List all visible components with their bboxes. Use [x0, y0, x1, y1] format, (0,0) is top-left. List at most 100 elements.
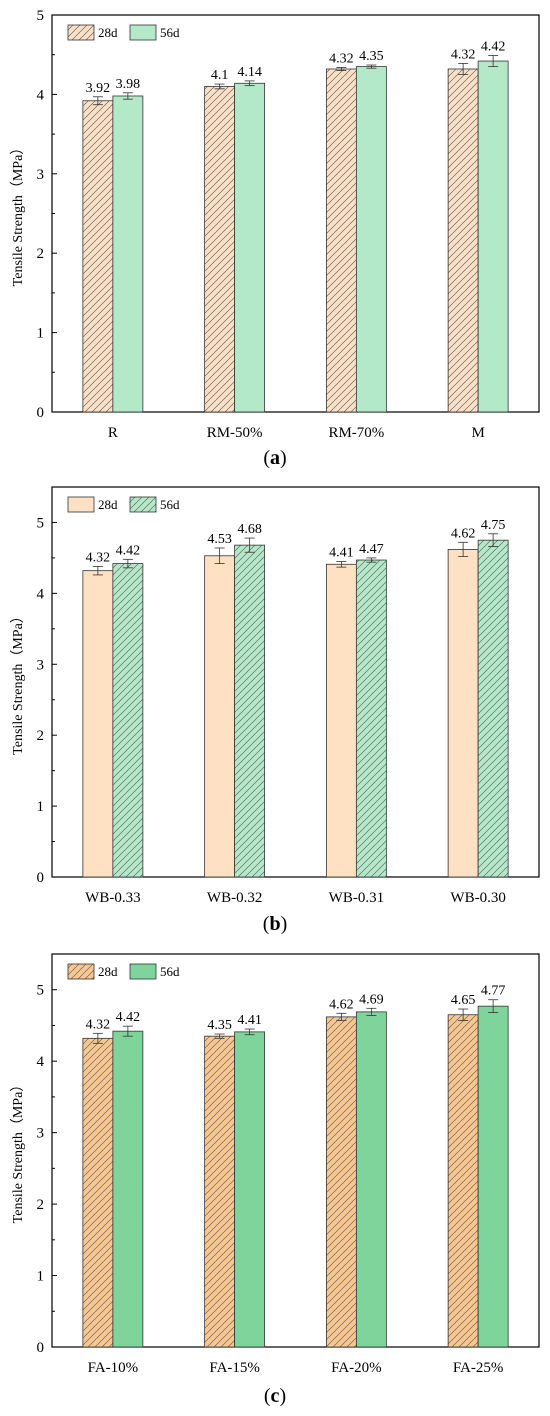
bar-a-28d: [82, 100, 114, 413]
bar-b-28d: [82, 570, 114, 878]
data-label-b: 4.75: [481, 518, 506, 533]
data-label-b: 4.42: [116, 543, 141, 558]
y-tick-label-b: 3: [37, 657, 45, 673]
chart-a-svg: 0 1 2 3 4 5 Tensile Strength（MPa） R 3.92 3.98 RM-5…: [10, 8, 540, 441]
x-tick-label-b: WB-0.33: [85, 890, 140, 906]
y-tick-label-c: 4: [37, 1054, 45, 1070]
caption-a-letter: a: [270, 447, 280, 469]
bar-b-28d: [204, 555, 236, 878]
data-label-c: 4.41: [237, 1013, 262, 1028]
y-tick-label-b: 1: [37, 799, 45, 815]
y-tick-label-a: 0: [37, 405, 45, 421]
data-label-c: 4.77: [481, 984, 506, 999]
x-tick-label-a: R: [108, 425, 118, 441]
data-label-c: 4.65: [451, 993, 476, 1008]
bar-a-56d: [477, 60, 509, 413]
x-tick-label-a: RM-70%: [328, 425, 384, 441]
legend-label-a-28d: 28d: [98, 25, 118, 40]
data-label-a: 4.32: [451, 47, 476, 62]
data-label-a: 3.98: [116, 77, 141, 92]
bar-b-56d: [355, 559, 387, 878]
caption-b-close: ): [280, 913, 288, 935]
chart-b-svg: 0 1 2 3 4 5 Tensile Strength（MPa） WB-0.33 4.32 4.…: [10, 486, 540, 906]
legend-swatch-c-56d: [129, 963, 157, 980]
legend-label-b-28d: 28d: [98, 497, 118, 512]
data-label-b: 4.68: [237, 522, 262, 537]
legend-swatch-a-56d: [129, 24, 157, 41]
y-tick-label-a: 1: [37, 326, 45, 342]
bar-c-28d: [82, 1037, 114, 1348]
bar-a-56d: [112, 95, 144, 413]
data-label-a: 3.92: [86, 81, 111, 96]
caption-b-open: (: [262, 913, 270, 935]
x-tick-label-b: WB-0.32: [207, 890, 262, 906]
x-tick-label-c: FA-25%: [453, 1360, 504, 1376]
chart-panel-b: 0 1 2 3 4 5 Tensile Strength（MPa） WB-0.33 4.32 4.…: [0, 478, 550, 910]
data-label-c: 4.69: [359, 992, 384, 1007]
legend-label-c-56d: 56d: [160, 964, 180, 979]
legend-label-b-56d: 56d: [160, 497, 180, 512]
y-tick-label-b: 4: [37, 586, 45, 602]
x-tick-label-a: RM-50%: [207, 425, 263, 441]
caption-c: (c): [0, 1385, 550, 1408]
chart-c-svg: 0 1 2 3 4 5 Tensile Strength（MPa） FA-10% 4.32 4.4…: [10, 953, 540, 1376]
caption-c-close: ): [279, 1385, 287, 1407]
y-tick-label-a: 5: [37, 8, 45, 24]
data-label-b: 4.53: [207, 532, 232, 547]
bar-a-28d: [325, 68, 357, 413]
chart-panel-c: 0 1 2 3 4 5 Tensile Strength（MPa） FA-10% 4.32 4.4…: [0, 945, 550, 1383]
y-tick-label-c: 1: [37, 1269, 45, 1285]
data-label-a: 4.32: [329, 51, 354, 66]
bar-b-28d: [325, 563, 357, 878]
legend-swatch-b-56d: [129, 496, 157, 513]
data-label-c: 4.35: [207, 1018, 232, 1033]
bar-b-56d: [234, 544, 266, 878]
bar-b-56d: [477, 539, 509, 878]
data-label-a: 4.14: [237, 65, 262, 80]
caption-a: (a): [0, 447, 550, 470]
legend-swatch-a-28d: [67, 24, 95, 41]
y-tick-label-a: 3: [37, 167, 45, 183]
y-tick-label-a: 4: [37, 87, 45, 103]
x-tick-label-c: FA-15%: [209, 1360, 260, 1376]
caption-c-open: (: [263, 1385, 271, 1407]
x-tick-label-b: WB-0.30: [450, 890, 505, 906]
data-label-a: 4.35: [359, 49, 384, 64]
bar-a-28d: [204, 86, 236, 413]
y-axis-label-b: Tensile Strength（MPa）: [10, 609, 26, 755]
caption-c-letter: c: [270, 1385, 280, 1407]
y-tick-label-c: 2: [37, 1197, 45, 1213]
data-label-c: 4.62: [329, 997, 354, 1012]
bar-c-28d: [204, 1035, 236, 1348]
x-tick-label-a: M: [471, 425, 484, 441]
bar-c-56d: [477, 1005, 509, 1348]
data-label-b: 4.62: [451, 526, 476, 541]
plot-frame-c: [51, 953, 540, 1348]
caption-b-letter: b: [269, 913, 281, 935]
data-label-b: 4.41: [329, 545, 354, 560]
legend-label-a-56d: 56d: [160, 25, 180, 40]
data-label-b: 4.32: [86, 550, 111, 565]
bar-a-56d: [355, 66, 387, 413]
y-tick-label-b: 5: [37, 515, 45, 531]
bar-a-56d: [234, 82, 266, 413]
data-label-c: 4.32: [86, 1017, 111, 1032]
x-tick-label-b: WB-0.31: [329, 890, 384, 906]
caption-a-open: (: [263, 447, 270, 469]
caption-a-close: ): [280, 447, 287, 469]
data-label-a: 4.42: [481, 39, 506, 54]
plot-frame-b: [51, 486, 540, 878]
bar-c-28d: [447, 1014, 479, 1348]
bar-c-28d: [325, 1016, 357, 1348]
legend-swatch-c-28d: [67, 963, 95, 980]
bar-c-56d: [234, 1031, 266, 1348]
bar-a-28d: [447, 68, 479, 413]
caption-b: (b): [0, 913, 550, 936]
y-tick-label-b: 0: [37, 870, 45, 886]
legend-swatch-b-28d: [67, 496, 95, 513]
x-tick-label-c: FA-20%: [331, 1360, 382, 1376]
data-label-a: 4.1: [211, 68, 229, 83]
data-label-b: 4.47: [359, 542, 384, 557]
y-tick-label-b: 2: [37, 728, 45, 744]
chart-panel-a: 0 1 2 3 4 5 Tensile Strength（MPa） R 3.92 3.98 RM-5…: [0, 0, 550, 445]
